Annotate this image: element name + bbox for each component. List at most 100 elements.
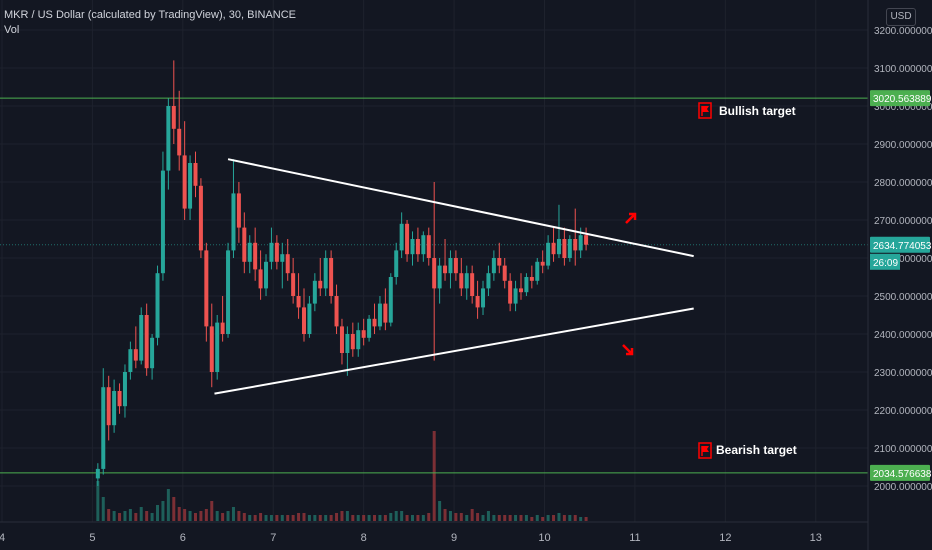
volume-bar bbox=[139, 507, 143, 521]
volume-bar bbox=[307, 515, 311, 521]
volume-bar bbox=[221, 513, 225, 521]
volume-bar bbox=[313, 515, 317, 521]
candle-body bbox=[529, 277, 534, 281]
candle-body bbox=[312, 280, 317, 304]
time-tick-label: 10 bbox=[538, 532, 550, 544]
volume-bar bbox=[259, 513, 263, 521]
volume-bar bbox=[362, 515, 366, 521]
price-tick-label: 3000.000000 bbox=[874, 102, 932, 113]
candle-body bbox=[394, 250, 399, 277]
candle-body bbox=[139, 315, 144, 361]
time-tick-label: 7 bbox=[270, 532, 276, 544]
currency-button[interactable]: USD bbox=[886, 8, 916, 26]
candle-body bbox=[329, 258, 334, 296]
candle-body bbox=[231, 193, 236, 251]
volume-bar bbox=[443, 509, 447, 521]
volume-bar bbox=[345, 511, 349, 521]
price-tick-label: 2800.000000 bbox=[874, 178, 932, 189]
countdown-tag: 26:09 bbox=[873, 258, 898, 269]
volume-bar bbox=[383, 515, 387, 521]
volume-bar bbox=[210, 501, 214, 521]
volume-bar bbox=[156, 505, 160, 521]
upper-level-price-tag-bg bbox=[870, 90, 930, 107]
candle-body bbox=[486, 273, 491, 289]
candle-body bbox=[155, 273, 160, 338]
candle-body bbox=[339, 326, 344, 353]
price-tick-label: 2600.000000 bbox=[874, 254, 932, 265]
volume-bar bbox=[568, 515, 572, 521]
candle-body bbox=[361, 330, 366, 338]
volume-bar bbox=[161, 501, 165, 521]
volume-bar bbox=[378, 515, 382, 521]
current-price-tag-bg bbox=[870, 236, 930, 253]
price-tick-label: 2400.000000 bbox=[874, 330, 932, 341]
candle-body bbox=[128, 349, 133, 372]
candle-body bbox=[188, 163, 193, 209]
candle-body bbox=[122, 372, 127, 407]
volume-bar bbox=[421, 515, 425, 521]
volume-bar bbox=[199, 511, 203, 521]
candle-body bbox=[551, 242, 556, 255]
price-tick-label: 2200.000000 bbox=[874, 406, 932, 417]
lower-trendline bbox=[214, 307, 694, 395]
volume-bar bbox=[470, 509, 474, 521]
candle-body bbox=[540, 261, 545, 266]
candle-body bbox=[535, 261, 540, 281]
volume-bar bbox=[432, 431, 436, 521]
volume-bar bbox=[291, 515, 295, 521]
candle-body bbox=[491, 258, 496, 274]
volume-bar bbox=[530, 517, 534, 521]
candle-body bbox=[182, 155, 187, 209]
candle-body bbox=[459, 273, 464, 289]
lower-level-price-tag: 2034.576638 bbox=[873, 469, 932, 480]
candle-body bbox=[117, 391, 122, 407]
volume-bar bbox=[123, 511, 127, 521]
candle-body bbox=[432, 258, 437, 289]
volume-bar bbox=[416, 515, 420, 521]
time-tick-label: 9 bbox=[451, 532, 457, 544]
candle-body bbox=[318, 280, 323, 289]
candle-body bbox=[508, 280, 513, 304]
candle-body bbox=[236, 193, 241, 228]
candle-body bbox=[101, 387, 106, 469]
candle-body bbox=[410, 239, 415, 255]
price-tick-label: 2900.000000 bbox=[874, 140, 932, 151]
candle-body bbox=[443, 265, 448, 274]
candle-body bbox=[405, 223, 410, 255]
volume-bar bbox=[280, 515, 284, 521]
volume-bar bbox=[134, 513, 138, 521]
candle-body bbox=[573, 239, 578, 251]
volume-bar bbox=[541, 517, 545, 521]
volume-bar bbox=[535, 515, 539, 521]
volume-bar bbox=[183, 509, 187, 521]
candle-body bbox=[388, 277, 393, 323]
flag-icon bbox=[698, 102, 712, 119]
time-tick-label: 11 bbox=[629, 532, 640, 544]
volume-bar bbox=[145, 511, 149, 521]
candle-body bbox=[301, 307, 306, 334]
arrow-up-right-icon bbox=[625, 212, 637, 224]
volume-bar bbox=[166, 489, 170, 521]
volume-bar bbox=[242, 513, 246, 521]
candle-body bbox=[367, 318, 372, 338]
candle-body bbox=[470, 273, 475, 296]
volume-bar bbox=[264, 515, 268, 521]
bearish-target-label: Bearish target bbox=[716, 443, 797, 457]
volume-bar bbox=[476, 513, 480, 521]
volume-bar bbox=[96, 481, 100, 521]
volume-bar bbox=[253, 515, 257, 521]
volume-bar bbox=[519, 515, 523, 521]
volume-bar bbox=[231, 507, 235, 521]
candle-body bbox=[421, 235, 426, 255]
candle-body bbox=[481, 288, 486, 308]
volume-bar bbox=[351, 515, 355, 521]
candle-body bbox=[323, 258, 328, 289]
volume-bar bbox=[297, 513, 301, 521]
candle-body bbox=[166, 106, 171, 171]
price-tick-label: 2000.000000 bbox=[874, 482, 932, 493]
volume-bar bbox=[546, 515, 550, 521]
candle-body bbox=[497, 258, 502, 266]
candle-body bbox=[112, 391, 117, 426]
lower-level-price-tag-bg bbox=[870, 464, 930, 481]
